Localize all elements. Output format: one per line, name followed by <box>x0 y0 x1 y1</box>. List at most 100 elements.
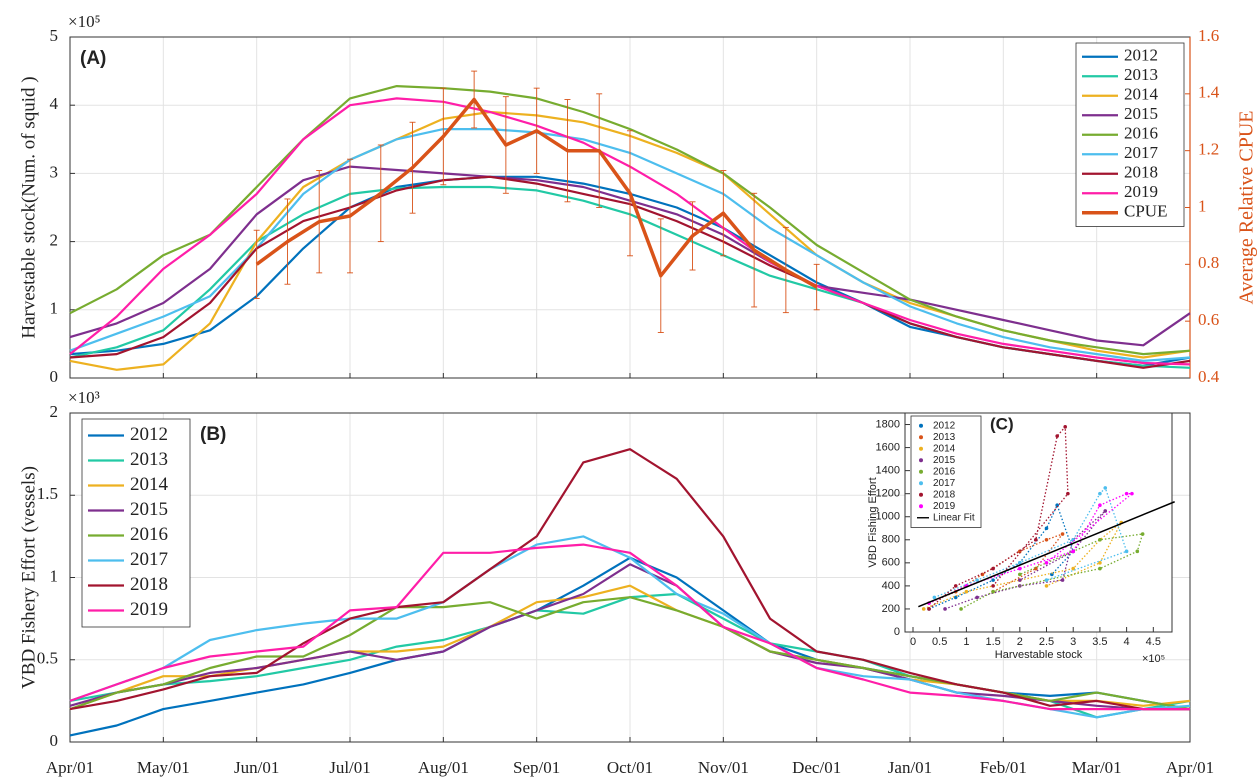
x-tick-label: 3 <box>1070 636 1076 648</box>
x-tick-label: Jan/01 <box>888 758 932 777</box>
point <box>991 578 995 582</box>
legend-marker <box>919 492 923 497</box>
point <box>975 595 979 600</box>
point <box>991 566 995 571</box>
x-tick-label: 2.5 <box>1039 636 1054 648</box>
point <box>1124 491 1129 496</box>
legend-marker <box>919 423 923 428</box>
x-tick-label: 4 <box>1124 636 1130 648</box>
x-tick-label: May/01 <box>137 758 190 777</box>
x-tick-label: 2 <box>1017 636 1023 648</box>
point <box>991 589 995 594</box>
series-line <box>69 563 1190 711</box>
point <box>991 584 995 588</box>
legend-marker <box>919 458 923 463</box>
point <box>1044 584 1049 588</box>
point <box>1103 509 1108 513</box>
x-tick-label: 4.5 <box>1146 636 1161 648</box>
y-tick-label: 1400 <box>876 465 900 477</box>
point <box>953 584 958 588</box>
y-tick-label: 2 <box>50 231 59 250</box>
y2-tick-label: 0.6 <box>1198 310 1219 329</box>
legend-label: 2015 <box>1124 104 1158 123</box>
y-tick-label: 1000 <box>876 511 900 523</box>
y-tick-label: 0 <box>50 367 59 386</box>
legend-label: 2016 <box>933 466 956 477</box>
point <box>1044 561 1049 565</box>
y-tick-label: 400 <box>882 580 900 592</box>
y-tick-label: 0 <box>50 731 59 750</box>
legend-marker <box>919 446 923 451</box>
y-tick-label: 4 <box>50 94 59 113</box>
legend-label: 2014 <box>1124 85 1159 104</box>
axes-box <box>904 412 1173 633</box>
series-trace <box>928 425 1069 610</box>
point <box>1018 561 1022 565</box>
x-tick-label: 1.5 <box>985 636 1000 648</box>
legend-marker <box>919 435 923 440</box>
point <box>1098 566 1102 571</box>
panel-label: (B) <box>200 424 226 445</box>
point <box>943 607 947 611</box>
y-tick-label: 5 <box>50 26 59 45</box>
legend: 2012 2013 2014 2015 2016 2017 2018 2019 <box>81 418 191 628</box>
legend-label: 2019 <box>1124 182 1158 201</box>
x-tick-label: Dec/01 <box>792 758 841 777</box>
point <box>1140 532 1145 536</box>
x-tick-label: 1 <box>963 636 969 648</box>
point <box>1130 491 1134 496</box>
y2-tick-label: 0.4 <box>1198 367 1220 386</box>
series-trace <box>934 486 1128 599</box>
legend-label: 2016 <box>130 524 168 545</box>
legend-label: 2012 <box>130 424 168 445</box>
point <box>1071 537 1076 542</box>
x-exponent: ×10⁵ <box>1142 653 1165 665</box>
y2-axis-label: Average Relative CPUE <box>1236 110 1258 304</box>
y-tick-label: 3 <box>50 162 59 181</box>
y-tick-label: 1600 <box>876 441 900 453</box>
legend-label: 2013 <box>130 449 168 470</box>
series-line <box>69 448 1190 711</box>
legend-label: 2012 <box>933 420 956 431</box>
point <box>1124 549 1129 554</box>
point <box>1044 578 1049 582</box>
legend-marker <box>919 504 923 509</box>
y-tick-label: 200 <box>882 603 900 615</box>
point <box>932 595 937 600</box>
y-tick-label: 1 <box>50 299 59 318</box>
y-tick-label: 0 <box>894 626 900 638</box>
series-line <box>69 84 1191 356</box>
point <box>921 607 926 611</box>
legend-label: 2013 <box>1124 65 1158 84</box>
y2-tick-label: 0.8 <box>1198 253 1219 272</box>
legend-label: Linear Fit <box>933 512 975 523</box>
x-tick-label: Aug/01 <box>418 758 469 777</box>
series-trace <box>923 521 1122 610</box>
point <box>1103 486 1108 490</box>
legend-marker <box>919 481 923 486</box>
legend-label: 2015 <box>130 499 168 520</box>
panel-label: (C) <box>990 414 1014 433</box>
legend-label: 2014 <box>130 474 169 495</box>
legend-label: 2017 <box>933 478 956 489</box>
legend-label: 2018 <box>130 574 168 595</box>
legend-label: 2016 <box>1124 124 1158 143</box>
point <box>1018 572 1022 577</box>
legend-label: 2019 <box>933 501 956 512</box>
point <box>1055 503 1059 508</box>
y-tick-label: 1 <box>50 566 59 585</box>
point <box>1098 561 1102 565</box>
panel: 0 0.5 1 1.5 2 2.5 3 3.5 4 4.5 0 200 400 600 800 1000 120… <box>867 412 1175 665</box>
point <box>975 578 979 582</box>
legend-label: 2012 <box>1124 46 1158 65</box>
y-exponent: ×10⁵ <box>68 12 101 31</box>
point <box>959 607 963 611</box>
y-tick-label: 1200 <box>876 488 900 500</box>
point <box>1018 566 1022 571</box>
x-tick-label: Oct/01 <box>607 758 653 777</box>
axes-box <box>69 412 1191 743</box>
x-tick-label: Sep/01 <box>513 758 560 777</box>
x-tick-label: Feb/01 <box>980 758 1027 777</box>
point <box>1060 532 1065 536</box>
x-tick-label: 3.5 <box>1092 636 1107 648</box>
